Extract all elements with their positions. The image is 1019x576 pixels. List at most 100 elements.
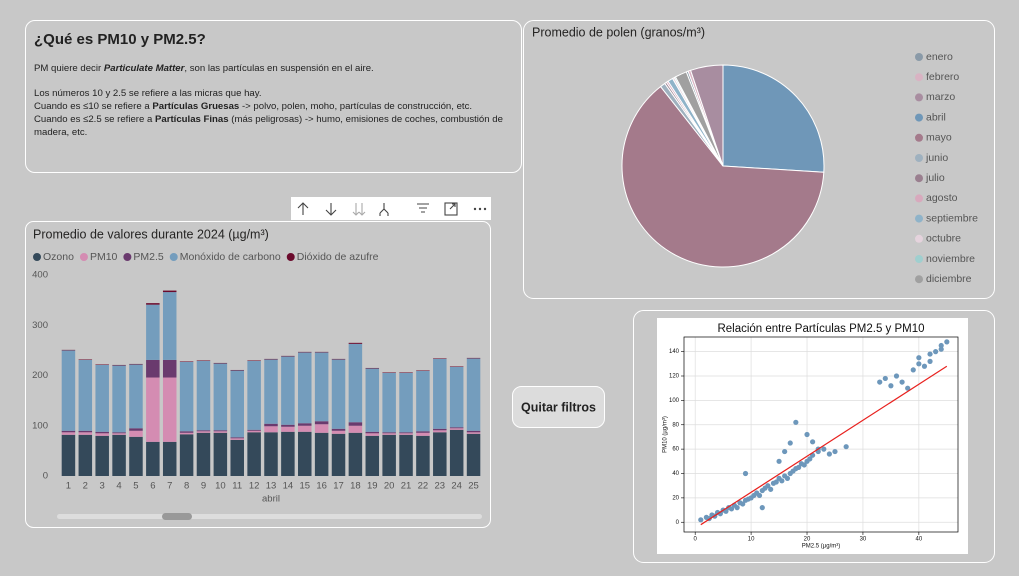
scrollbar-track xyxy=(57,514,482,519)
bar-segment xyxy=(348,343,363,423)
legend-label: mayo xyxy=(926,132,952,144)
x-tick-label: 1 xyxy=(66,481,71,492)
x-tick-label: 11 xyxy=(232,481,242,492)
scatter-point xyxy=(776,458,782,464)
bar-segment xyxy=(129,430,143,437)
button-label[interactable]: Quitar filtros xyxy=(521,400,596,414)
bar-segment xyxy=(466,433,481,476)
bar-segment xyxy=(230,439,244,476)
bar-segment xyxy=(264,423,278,427)
bar-segment xyxy=(416,435,430,476)
bar-segment xyxy=(399,432,413,434)
bar-segment xyxy=(348,432,363,476)
bar-segment xyxy=(129,364,143,429)
text-run: Partículas Finas xyxy=(155,114,229,125)
bar-segment xyxy=(449,366,464,367)
x-tick-label: 7 xyxy=(167,481,172,492)
more-options[interactable] xyxy=(473,207,487,211)
scatter-point xyxy=(784,475,791,481)
expand-level[interactable] xyxy=(379,203,389,216)
bar-segment xyxy=(298,431,312,476)
x-axis-title: abril xyxy=(262,494,280,505)
drill-down[interactable] xyxy=(325,203,337,216)
x-tick-label: 5 xyxy=(133,481,138,492)
scatter-point xyxy=(826,451,832,457)
bar-segment xyxy=(399,372,413,433)
bar-segment xyxy=(433,430,447,433)
bar-segment xyxy=(129,436,143,476)
bar-segment xyxy=(449,428,464,430)
bar-segment xyxy=(112,364,126,366)
legend-marker xyxy=(915,234,923,243)
card-title: ¿Qué es PM10 y PM2.5? xyxy=(34,31,206,48)
bar-segment xyxy=(382,432,396,434)
legend-label: noviembre xyxy=(926,253,975,265)
scrollbar-thumb[interactable] xyxy=(162,513,192,520)
scatter-point xyxy=(927,358,933,364)
bar-segment xyxy=(179,434,194,476)
text-line: Cuando es ≤10 se refiere a Partículas Gr… xyxy=(34,100,513,113)
bar-segment xyxy=(331,433,346,476)
bar-segment xyxy=(196,430,211,432)
x-tick-label: 13 xyxy=(266,481,277,492)
bar-segment xyxy=(281,431,295,476)
scatter-point xyxy=(779,478,785,484)
x-tick-label: 9 xyxy=(201,481,206,492)
scatter-point xyxy=(821,446,827,452)
y-tick-label: 140 xyxy=(669,349,680,355)
bar-segment xyxy=(416,370,430,432)
scatter-point xyxy=(938,346,944,352)
legend-label: Monóxido de carbono xyxy=(180,251,281,263)
drill-up[interactable] xyxy=(297,202,309,215)
scatter-point xyxy=(728,506,735,512)
bar-segment xyxy=(264,359,278,424)
bar-segment xyxy=(281,426,295,432)
y-tick-label: 400 xyxy=(32,270,48,281)
bar-segment xyxy=(146,359,160,378)
pie-slice xyxy=(621,85,825,268)
chart-title: Relación entre Partículas PM2.5 y PM10 xyxy=(717,323,924,335)
clear-filters-button[interactable]: Quitar filtros xyxy=(512,386,605,428)
filter[interactable] xyxy=(417,203,429,213)
bar-segment xyxy=(196,360,211,361)
bar-segment xyxy=(466,432,481,434)
bar-segment xyxy=(399,372,413,373)
scatter-point xyxy=(734,505,740,511)
bar-segment xyxy=(314,351,329,353)
x-tick-label: 14 xyxy=(283,481,294,492)
x-tick-label: 6 xyxy=(150,481,155,492)
bar-segment xyxy=(247,360,261,430)
bar-segment xyxy=(230,370,244,438)
x-tick-label: 19 xyxy=(367,481,378,492)
bar-segment xyxy=(298,423,312,426)
bar-segment xyxy=(281,356,295,425)
scatter-point xyxy=(782,448,788,455)
bar-segment xyxy=(61,432,76,435)
next-level[interactable] xyxy=(352,203,366,216)
bar-segment xyxy=(399,434,413,476)
bar-segment xyxy=(112,365,126,433)
paragraph: Los números 10 y 2.5 se refiere a las mi… xyxy=(34,87,513,139)
bar-segment xyxy=(433,358,447,359)
scatter-point xyxy=(773,479,779,485)
x-tick-label: 2 xyxy=(83,481,88,492)
scatter-point xyxy=(796,464,802,471)
y-tick-label: 100 xyxy=(32,420,48,431)
focus-mode[interactable] xyxy=(444,202,458,216)
scatter-point xyxy=(765,483,771,489)
legend-label: diciembre xyxy=(926,273,972,285)
bar-segment xyxy=(213,432,228,476)
bar-card xyxy=(25,221,491,528)
bar-segment xyxy=(196,431,211,433)
button-bg[interactable] xyxy=(512,386,605,428)
bar-segment xyxy=(112,433,126,435)
scatter-point xyxy=(768,486,774,492)
bar-segment xyxy=(112,432,126,434)
bar-segment xyxy=(247,360,261,361)
x-tick-label: 24 xyxy=(451,481,462,492)
bar-segment xyxy=(162,292,177,360)
x-tick-label: 23 xyxy=(435,481,446,492)
y-tick-label: 0 xyxy=(676,520,680,526)
bar-segment xyxy=(78,359,93,431)
y-tick-label: 0 xyxy=(43,471,48,482)
